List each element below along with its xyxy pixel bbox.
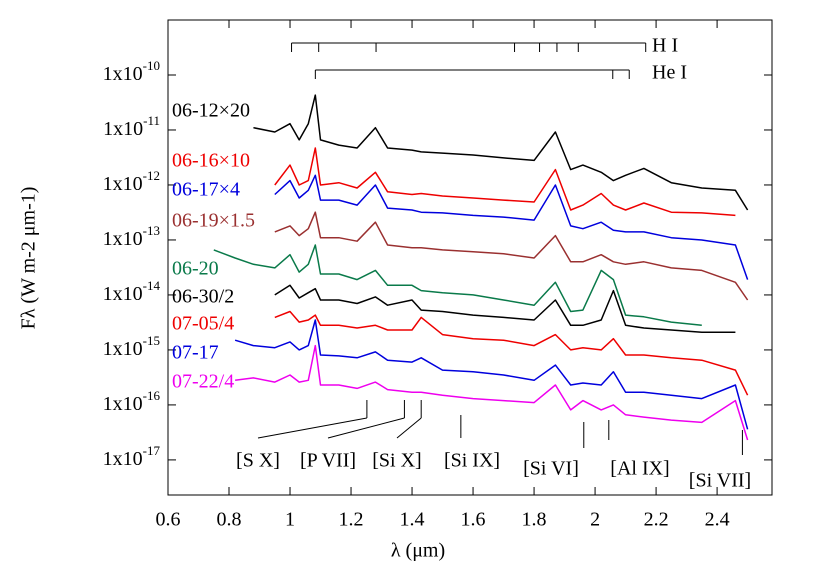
x-tick-label: 0.6 bbox=[156, 509, 181, 531]
id-leader bbox=[257, 417, 367, 439]
id-label: [Si X] bbox=[372, 450, 421, 472]
x-tick-label: 2.2 bbox=[644, 509, 669, 531]
id-leader bbox=[327, 417, 405, 439]
spectrum-line bbox=[274, 310, 749, 396]
x-tick-label: 1.4 bbox=[400, 509, 425, 531]
x-tick-label: 1.8 bbox=[522, 509, 547, 531]
legend-label: 07-22/4 bbox=[172, 371, 234, 393]
id-leader bbox=[396, 417, 422, 439]
x-axis-label: λ (μm) bbox=[391, 540, 445, 562]
y-tick-label: 1x10-13 bbox=[103, 223, 160, 250]
x-tick-label: 2 bbox=[590, 509, 600, 531]
legend-label: 06-17×4 bbox=[172, 179, 240, 201]
spectrum-line bbox=[234, 319, 749, 430]
id-label: [Si VII] bbox=[689, 470, 751, 492]
spectrum-line bbox=[274, 284, 736, 333]
y-tick-label: 1x10-11 bbox=[103, 113, 160, 140]
spectrum-line bbox=[274, 174, 749, 280]
y-tick-label: 1x10-15 bbox=[103, 333, 160, 360]
id-label: [Si VI] bbox=[523, 458, 579, 480]
spectrum-line bbox=[274, 147, 736, 217]
spectrum-line bbox=[274, 211, 749, 301]
y-tick-label: 1x10-14 bbox=[103, 278, 161, 305]
y-tick-label: 1x10-12 bbox=[103, 168, 160, 195]
legend-label: 06-19×1.5 bbox=[172, 210, 255, 232]
id-label: [S X] bbox=[236, 450, 280, 472]
x-tick-label: 1.2 bbox=[339, 509, 364, 531]
x-tick-label: 0.8 bbox=[217, 509, 242, 531]
y-tick-label: 1x10-10 bbox=[103, 58, 160, 85]
legend-label: 06-12×20 bbox=[172, 100, 250, 122]
id-label: [Al IX] bbox=[610, 458, 669, 480]
y-tick-label: 1x10-17 bbox=[103, 443, 161, 470]
legend-label: 07-17 bbox=[172, 342, 219, 364]
id-label: [P VII] bbox=[300, 450, 356, 472]
x-tick-label: 2.4 bbox=[705, 509, 730, 531]
x-tick-label: 1.6 bbox=[461, 509, 486, 531]
plot-frame bbox=[167, 19, 773, 496]
legend-label: 06-20 bbox=[172, 258, 219, 280]
y-tick-label: 1x10-16 bbox=[103, 388, 161, 415]
spectrum-line bbox=[235, 344, 749, 441]
spectrum-line bbox=[253, 94, 749, 211]
legend-label: 07-05/4 bbox=[172, 313, 234, 335]
comb-label: H I bbox=[652, 35, 678, 57]
spectrum-line bbox=[213, 244, 702, 327]
x-tick-label: 1 bbox=[285, 509, 295, 531]
legend-label: 06-16×10 bbox=[172, 150, 250, 172]
id-label: [Si IX] bbox=[444, 450, 500, 472]
y-axis-label: Fλ (W m-2 μm-1) bbox=[18, 187, 40, 330]
legend-label: 06-30/2 bbox=[172, 286, 234, 308]
comb-label: He I bbox=[652, 62, 687, 84]
